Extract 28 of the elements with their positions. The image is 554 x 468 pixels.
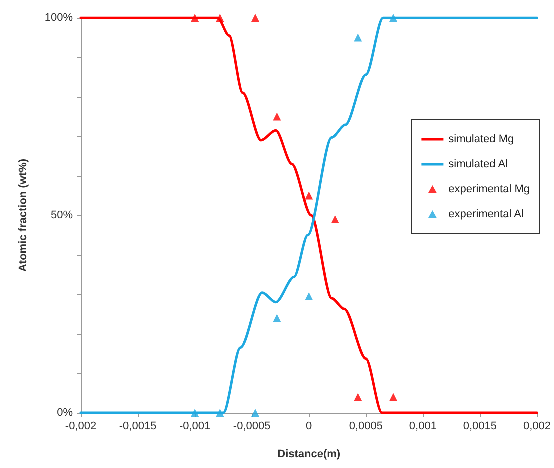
legend-label: experimental Al xyxy=(448,208,524,220)
x-tick-label: -0,0015 xyxy=(119,420,157,432)
point xyxy=(273,314,282,322)
x-tick-label: -0,002 xyxy=(65,420,97,432)
x-tick-label: 0,0005 xyxy=(349,420,383,432)
point xyxy=(354,34,362,42)
point xyxy=(331,215,340,224)
point xyxy=(354,393,362,402)
x-tick-label: 0,001 xyxy=(409,420,437,432)
x-tick-label: 0,0015 xyxy=(463,420,498,432)
y-axis-title: Atomic fraction (wt%) xyxy=(18,158,30,272)
legend-label: experimental Mg xyxy=(448,184,530,196)
legend-label: simulated Al xyxy=(448,158,508,170)
point xyxy=(252,14,260,22)
x-tick-label: 0 xyxy=(306,420,312,432)
point xyxy=(390,393,398,402)
y-tick-label: 100% xyxy=(44,12,74,24)
y-tick-label: 0% xyxy=(57,407,74,419)
point xyxy=(252,409,260,417)
x-tick-label: -0,001 xyxy=(179,420,211,432)
y-tick-label: 50% xyxy=(50,210,74,222)
legend-label: simulated Mg xyxy=(448,134,514,146)
x-axis-title: Distance(m) xyxy=(278,448,341,460)
point xyxy=(305,192,314,200)
point xyxy=(273,112,282,121)
x-tick-label: 0,002 xyxy=(523,420,551,432)
point xyxy=(305,292,314,300)
x-tick-label: -0,0005 xyxy=(233,420,271,432)
